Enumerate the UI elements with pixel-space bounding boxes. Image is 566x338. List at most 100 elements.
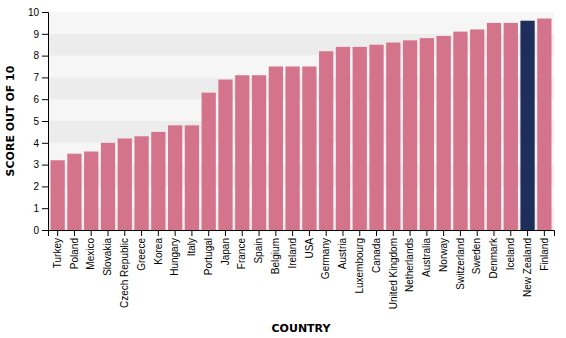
y-tick-mark xyxy=(42,56,48,57)
x-tick-mark xyxy=(242,230,243,236)
y-tick-label: 3 xyxy=(33,159,39,170)
x-tick-label: Finland xyxy=(539,238,550,271)
x-tick-label: Ireland xyxy=(287,238,298,269)
x-axis-line xyxy=(49,231,555,237)
bar xyxy=(235,75,249,230)
x-tick-label: Mexico xyxy=(85,238,96,270)
y-tick-label: 5 xyxy=(33,116,39,127)
x-tick-mark xyxy=(208,230,209,236)
x-tick: Czech Republic xyxy=(119,230,130,308)
bar xyxy=(487,23,501,230)
x-tick-label: Luxembourg xyxy=(354,238,365,294)
y-tick: 4 xyxy=(33,138,48,149)
bar xyxy=(520,21,534,230)
bar xyxy=(403,40,417,230)
x-tick-mark xyxy=(175,230,176,236)
x-tick: Netherlands xyxy=(404,230,415,292)
y-tick: 2 xyxy=(33,181,48,192)
bar xyxy=(470,29,484,230)
bar xyxy=(252,75,266,230)
x-tick-label: Sweden xyxy=(471,238,482,274)
x-tick-label: Iceland xyxy=(505,238,516,270)
x-tick: USA xyxy=(304,230,315,259)
x-tick-mark xyxy=(376,230,377,236)
x-tick-label: Belgium xyxy=(270,238,281,274)
y-axis-title: SCORE OUT OF 10 xyxy=(4,65,17,176)
y-tick: 5 xyxy=(33,116,48,127)
y-tick: 8 xyxy=(33,50,48,61)
x-tick: Italy xyxy=(186,230,197,256)
x-tick-label: Germany xyxy=(320,238,331,279)
x-tick-mark xyxy=(510,230,511,236)
x-tick: Belgium xyxy=(270,230,281,274)
bar xyxy=(285,67,299,231)
x-tick-mark xyxy=(443,230,444,236)
bar xyxy=(134,136,148,230)
x-tick-mark xyxy=(309,230,310,236)
x-tick: Iceland xyxy=(505,230,516,270)
y-tick-label: 6 xyxy=(33,94,39,105)
y-tick-mark xyxy=(42,230,48,231)
x-tick-label: France xyxy=(236,238,247,270)
x-tick-mark xyxy=(494,230,495,236)
x-tick-mark xyxy=(292,230,293,236)
bar xyxy=(319,51,333,230)
x-tick-label: Hungary xyxy=(169,238,180,276)
x-tick-mark xyxy=(275,230,276,236)
x-tick-label: Poland xyxy=(69,238,80,269)
bar xyxy=(202,93,216,230)
x-tick: Ireland xyxy=(287,230,298,269)
y-tick-label: 7 xyxy=(33,72,39,83)
y-tick-label: 2 xyxy=(33,181,39,192)
x-tick-label: United Kingdom xyxy=(388,238,399,309)
x-tick: Finland xyxy=(539,230,550,271)
x-tick-label: Korea xyxy=(153,238,164,265)
x-tick-label: Denmark xyxy=(488,237,499,279)
x-tick: Austria xyxy=(337,230,348,269)
y-tick: 1 xyxy=(33,203,48,214)
bar xyxy=(67,154,81,230)
plot: TurkeyPolandMexicoSlovakiaCzech Republic… xyxy=(28,7,555,309)
x-tick: Japan xyxy=(220,230,231,265)
x-tick: Hungary xyxy=(169,230,180,276)
x-tick-mark xyxy=(225,230,226,236)
bar xyxy=(168,125,182,230)
x-tick: Slovakia xyxy=(102,230,113,276)
y-tick-label: 0 xyxy=(33,225,39,236)
x-tick: Switzerland xyxy=(455,230,466,290)
x-tick-mark xyxy=(477,230,478,236)
x-tick: Spain xyxy=(253,230,264,264)
y-tick-mark xyxy=(42,143,48,144)
x-tick-label: Spain xyxy=(253,238,264,264)
x-tick-label: Czech Republic xyxy=(119,238,130,308)
y-axis-line xyxy=(42,13,49,231)
chart: TurkeyPolandMexicoSlovakiaCzech Republic… xyxy=(0,0,566,338)
x-tick-mark xyxy=(124,230,125,236)
x-tick: Mexico xyxy=(85,230,96,270)
x-tick-mark xyxy=(57,230,58,236)
y-tick-mark xyxy=(42,186,48,187)
bar xyxy=(353,47,367,230)
x-tick-mark xyxy=(158,230,159,236)
y-tick: 0 xyxy=(33,225,48,236)
y-tick: 9 xyxy=(33,29,48,40)
x-tick-mark xyxy=(191,230,192,236)
x-tick-mark xyxy=(544,230,545,236)
x-tick: Greece xyxy=(136,230,147,271)
x-tick: Canada xyxy=(371,230,382,273)
x-tick-mark xyxy=(426,230,427,236)
bar xyxy=(269,67,283,231)
x-tick-mark xyxy=(393,230,394,236)
x-tick-label: Austria xyxy=(337,238,348,270)
bar xyxy=(504,23,518,230)
x-tick-mark xyxy=(342,230,343,236)
y-tick: 6 xyxy=(33,94,48,105)
y-tick-mark xyxy=(42,208,48,209)
x-tick: Sweden xyxy=(471,230,482,274)
x-tick-label: Japan xyxy=(220,238,231,265)
bar xyxy=(118,138,132,230)
bar xyxy=(151,132,165,230)
y-tick-label: 1 xyxy=(33,203,39,214)
x-tick-mark xyxy=(326,230,327,236)
bars xyxy=(51,19,552,230)
